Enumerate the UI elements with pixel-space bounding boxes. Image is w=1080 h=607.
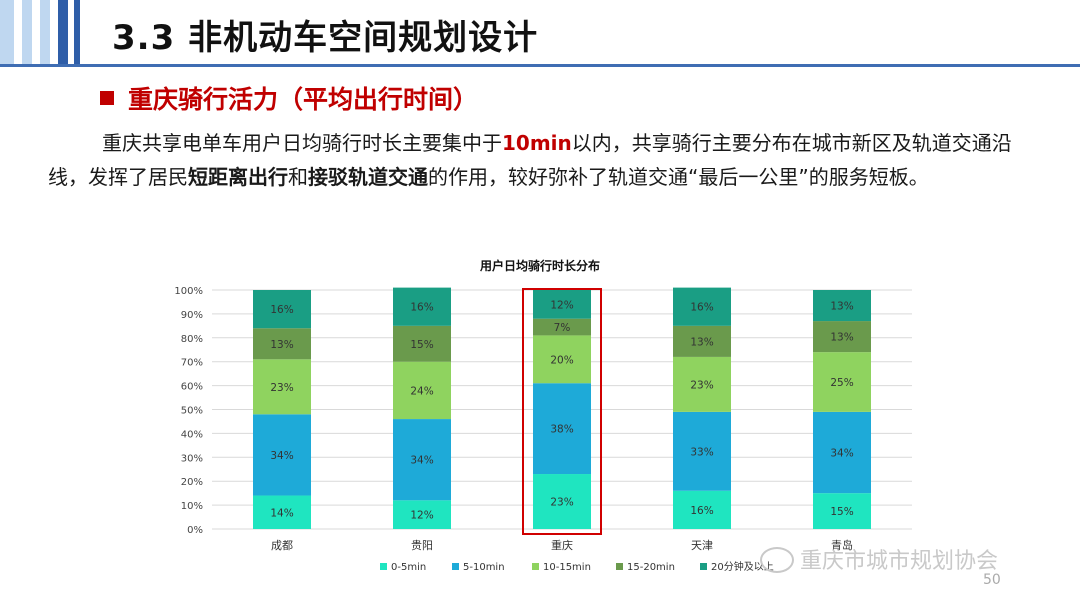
- bar-segment: [533, 290, 591, 319]
- data-label: 16%: [690, 505, 713, 517]
- y-tick-label: 20%: [181, 477, 203, 488]
- bar-segment: [253, 495, 311, 529]
- data-label: 23%: [550, 497, 573, 509]
- y-tick-label: 30%: [181, 453, 203, 464]
- bar-segment: [813, 321, 871, 353]
- data-label: 16%: [410, 302, 433, 314]
- bar-segment: [673, 356, 731, 412]
- bar-segment: [673, 287, 731, 326]
- data-label: 24%: [410, 385, 433, 397]
- x-tick-label: 天津: [691, 539, 713, 552]
- bar-segment: [393, 419, 451, 501]
- bar-segment: [253, 414, 311, 496]
- bar-segment: [533, 318, 591, 336]
- body-paragraph: 重庆共享电单车用户日均骑行时长主要集中于10min以内，共享骑行主要分布在城市新…: [48, 126, 1048, 194]
- bar-segment: [813, 352, 871, 412]
- bar-segment: [673, 325, 731, 357]
- y-tick-label: 80%: [181, 334, 203, 345]
- y-tick-label: 40%: [181, 429, 203, 440]
- data-label: 15%: [830, 506, 853, 518]
- data-label: 14%: [270, 507, 293, 519]
- data-label: 7%: [554, 322, 571, 334]
- watermark: 重庆市城市规划协会: [760, 543, 998, 575]
- y-tick-label: 0%: [187, 525, 203, 536]
- data-label: 16%: [270, 304, 293, 316]
- wechat-icon: [760, 547, 794, 573]
- bar-segment: [533, 474, 591, 529]
- data-label: 25%: [830, 377, 853, 389]
- bar-segment: [393, 361, 451, 420]
- data-label: 15%: [410, 339, 433, 351]
- data-label: 16%: [690, 302, 713, 314]
- legend-label: 0-5min: [391, 562, 426, 573]
- data-label: 13%: [830, 301, 853, 313]
- body-highlight: 10min: [502, 131, 572, 155]
- legend-swatch: [700, 563, 707, 570]
- data-label: 13%: [830, 332, 853, 344]
- legend-label: 20分钟及以上: [711, 560, 774, 573]
- data-label: 20%: [550, 354, 573, 366]
- bar-segment: [393, 500, 451, 529]
- legend-swatch: [452, 563, 459, 570]
- data-label: 34%: [830, 448, 853, 460]
- legend-swatch: [532, 563, 539, 570]
- chart-title: 用户日均骑行时长分布: [479, 259, 600, 273]
- header-decoration: [0, 0, 110, 64]
- bar-segment: [533, 335, 591, 384]
- page-number: 50: [983, 572, 1001, 588]
- data-label: 13%: [690, 336, 713, 348]
- section-title: 重庆骑行活力（平均出行时间）: [100, 80, 478, 116]
- bar-segment: [253, 290, 311, 329]
- data-label: 33%: [690, 446, 713, 458]
- data-label: 13%: [270, 339, 293, 351]
- legend-label: 5-10min: [463, 562, 505, 573]
- legend-swatch: [616, 563, 623, 570]
- watermark-text: 重庆市城市规划协会: [800, 549, 999, 574]
- bar-segment: [813, 411, 871, 494]
- x-tick-label: 青岛: [831, 538, 853, 552]
- legend-swatch: [380, 563, 387, 570]
- x-tick-label: 贵阳: [411, 539, 433, 552]
- body-bold: 接驳轨道交通: [308, 165, 428, 189]
- data-label: 34%: [410, 455, 433, 467]
- body-text: 重庆共享电单车用户日均骑行时长主要集中于: [102, 131, 502, 155]
- y-tick-label: 100%: [174, 286, 203, 297]
- data-label: 23%: [690, 379, 713, 391]
- header-bar: 3.3 非机动车空间规划设计: [0, 0, 1080, 68]
- y-tick-label: 70%: [181, 358, 203, 369]
- y-tick-label: 90%: [181, 310, 203, 321]
- square-bullet-icon: [100, 91, 114, 105]
- bar-segment: [813, 290, 871, 322]
- y-tick-label: 60%: [181, 382, 203, 393]
- highlight-box: [522, 288, 602, 535]
- bar-segment: [673, 411, 731, 491]
- legend-label: 15-20min: [627, 562, 675, 573]
- bar-segment: [813, 493, 871, 529]
- data-label: 23%: [270, 382, 293, 394]
- header-divider: [0, 64, 1080, 67]
- bar-segment: [533, 383, 591, 475]
- data-label: 34%: [270, 450, 293, 462]
- section-title-text: 重庆骑行活力（平均出行时间）: [128, 85, 479, 114]
- body-bold: 短距离出行: [188, 165, 288, 189]
- x-tick-label: 重庆: [551, 538, 573, 552]
- data-label: 12%: [550, 299, 573, 311]
- data-label: 12%: [410, 510, 433, 522]
- body-text: 和: [288, 165, 308, 189]
- bar-segment: [253, 359, 311, 415]
- legend-label: 10-15min: [543, 562, 591, 573]
- y-tick-label: 10%: [181, 501, 203, 512]
- page-title: 3.3 非机动车空间规划设计: [112, 18, 539, 58]
- bar-segment: [253, 328, 311, 360]
- bar-segment: [393, 325, 451, 362]
- bar-segment: [673, 490, 731, 529]
- bar-segment: [393, 287, 451, 326]
- body-text: 的作用，较好弥补了轨道交通“最后一公里”的服务短板。: [428, 165, 929, 189]
- data-label: 38%: [550, 424, 573, 436]
- x-tick-label: 成都: [271, 539, 293, 552]
- y-tick-label: 50%: [181, 406, 203, 417]
- body-text: 以内，共享骑行主要分布在城市新区及轨道交通沿线，发挥了居民: [48, 131, 1012, 189]
